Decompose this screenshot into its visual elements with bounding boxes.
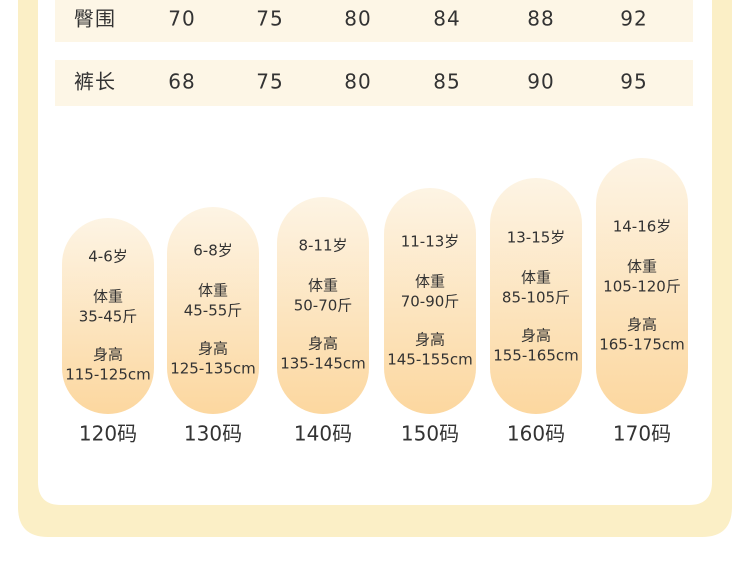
cell-value: 84 <box>433 7 460 31</box>
weight: 70-90斤 <box>401 293 460 311</box>
pill-shape <box>596 158 688 414</box>
weight: 35-45斤 <box>79 308 138 326</box>
pill-shape <box>62 218 154 414</box>
height: 115-125cm <box>65 366 151 384</box>
height-label: 身高 <box>93 346 123 364</box>
height-label: 身高 <box>308 335 338 353</box>
age: 11-13岁 <box>401 233 460 251</box>
age: 6-8岁 <box>193 242 233 260</box>
weight: 45-55斤 <box>184 302 243 320</box>
age: 4-6岁 <box>88 248 128 266</box>
table-row-band <box>55 0 693 42</box>
weight-label: 体重 <box>521 269 551 287</box>
size-label: 130码 <box>184 422 242 446</box>
height-label: 身高 <box>415 331 445 349</box>
weight: 50-70斤 <box>294 297 353 315</box>
size-label: 120码 <box>79 422 137 446</box>
height: 155-165cm <box>493 347 579 365</box>
height-label: 身高 <box>627 316 657 334</box>
row-label: 臀围 <box>74 7 116 31</box>
pill-shape <box>384 188 476 414</box>
cell-value: 95 <box>620 70 647 94</box>
height: 135-145cm <box>280 355 366 373</box>
size-label: 170码 <box>613 422 671 446</box>
cell-value: 75 <box>256 7 283 31</box>
pill-shape <box>490 178 582 414</box>
cell-value: 68 <box>168 70 195 94</box>
weight-label: 体重 <box>308 277 338 295</box>
height: 165-175cm <box>599 336 685 354</box>
weight-label: 体重 <box>415 273 445 291</box>
cell-value: 80 <box>344 7 371 31</box>
cell-value: 75 <box>256 70 283 94</box>
height: 125-135cm <box>170 360 256 378</box>
weight-label: 体重 <box>93 288 123 306</box>
size-label: 150码 <box>401 422 459 446</box>
table-row-band <box>55 60 693 106</box>
height-label: 身高 <box>198 340 228 358</box>
cell-value: 70 <box>168 7 195 31</box>
pill-shape <box>277 197 369 414</box>
cell-value: 92 <box>620 7 647 31</box>
size-pills: 4-6岁体重35-45斤身高115-125cm120码6-8岁体重45-55斤身… <box>62 158 688 446</box>
size-label: 160码 <box>507 422 565 446</box>
height-label: 身高 <box>521 327 551 345</box>
row-label: 裤长 <box>74 70 116 94</box>
age: 8-11岁 <box>298 237 347 255</box>
cell-value: 85 <box>433 70 460 94</box>
weight: 105-120斤 <box>603 278 681 296</box>
age: 14-16岁 <box>613 218 672 236</box>
weight: 85-105斤 <box>502 289 570 307</box>
weight-label: 体重 <box>198 282 228 300</box>
size-table: 臀围 70 75 80 84 88 92 裤长 68 75 80 85 90 95 <box>55 0 693 106</box>
cell-value: 80 <box>344 70 371 94</box>
cell-value: 90 <box>527 70 554 94</box>
weight-label: 体重 <box>627 258 657 276</box>
cell-value: 88 <box>527 7 554 31</box>
height: 145-155cm <box>387 351 473 369</box>
size-label: 140码 <box>294 422 352 446</box>
age: 13-15岁 <box>507 229 566 247</box>
pill-shape <box>167 207 259 414</box>
